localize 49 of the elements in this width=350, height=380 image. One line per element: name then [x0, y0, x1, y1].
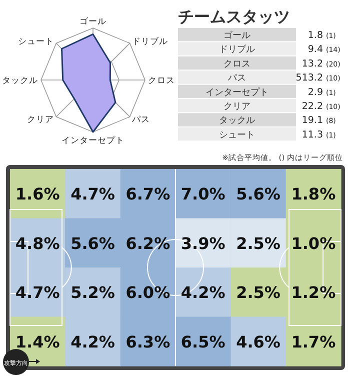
data-label: 13.2 [302, 58, 323, 70]
data-label: 6.5% [180, 332, 226, 352]
data-label: 5.6% [236, 184, 280, 204]
category-label: シュート [219, 130, 255, 140]
data-label: 1.4% [15, 332, 60, 352]
data-label: 5.6% [70, 234, 115, 253]
data-label: 513.2 [296, 72, 323, 84]
spoke-label: インターセプト [62, 135, 124, 146]
data-label: 4.6% [236, 332, 280, 352]
data-label: 2.9 [308, 86, 323, 98]
data-label: 9.4 [308, 44, 323, 56]
data-label: 1.7% [291, 332, 336, 352]
category-label: ドリブル [219, 44, 255, 56]
data-label: 11.3 [302, 129, 323, 140]
data-label: 4.7% [70, 184, 115, 204]
category-label: パス [227, 74, 246, 84]
data-label: 22.2 [302, 101, 323, 112]
category-label: クロス [224, 59, 250, 70]
data-label: 19.1 [302, 115, 323, 126]
spoke-label: タックル [2, 76, 38, 86]
category-label: タックル [219, 116, 255, 126]
data-label: 3.9% [180, 234, 226, 253]
spoke-label: ゴール [80, 16, 106, 27]
data-label: 1.6% [15, 184, 60, 204]
spoke-label: ドリブル [132, 36, 168, 48]
category-label: インターセプト [206, 86, 268, 98]
data-label: 1.2% [291, 283, 336, 302]
data-label: 1.8 [308, 30, 323, 41]
data-label: 2.5% [236, 283, 280, 302]
data-label: 6.7% [126, 184, 170, 204]
data-label: 4.7% [15, 283, 60, 302]
data-label: 1.0% [291, 234, 336, 253]
spoke-label: クロス [148, 76, 176, 86]
data-label: 7.0% [180, 184, 226, 204]
data-label: 4.8% [15, 234, 60, 253]
spoke-label: クリア [27, 114, 54, 125]
data-label: 4.2% [180, 283, 226, 302]
spoke-label: シュート [18, 37, 54, 48]
data-label: 1.8% [291, 184, 336, 204]
spoke-label: パス [130, 114, 150, 125]
data-label: 2.5% [236, 234, 280, 253]
category-label: クリア [224, 102, 250, 112]
text: チームスタッツ [178, 7, 290, 26]
data-label: 6.3% [126, 332, 170, 352]
data-label: 6.0% [126, 283, 170, 302]
category-label: ゴール [224, 30, 250, 41]
data-label: 5.2% [70, 283, 115, 302]
data-label: 6.2% [126, 234, 170, 253]
data-label: 4.2% [70, 332, 115, 352]
